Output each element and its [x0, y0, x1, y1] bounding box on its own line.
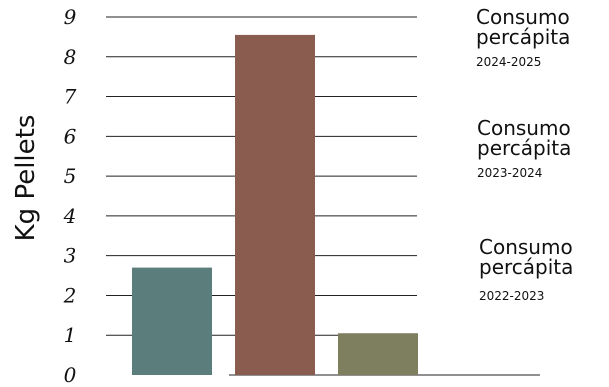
y-axis-label: Kg Pellets [11, 115, 41, 242]
legend-title-line1: Consumo [479, 235, 573, 259]
y-tick-label: 2 [63, 283, 77, 307]
legend-title-line2: percápita [477, 136, 571, 160]
y-tick-label: 0 [64, 363, 77, 387]
legend-period: 2023-2024 [477, 166, 542, 180]
y-tick-label: 6 [64, 124, 77, 148]
y-tick-label: 7 [64, 85, 77, 109]
legend-entry-2022-2023: Consumo percápita 2022-2023 [479, 235, 573, 303]
bar-2023-2024 [235, 34, 315, 376]
y-tick-label: 4 [63, 204, 77, 228]
bars [132, 34, 418, 376]
legend-period: 2022-2023 [479, 289, 544, 303]
legend-entry-2024-2025: Consumo percápita 2024-2025 [476, 5, 570, 69]
legend-title-line2: percápita [476, 25, 570, 49]
y-tick-label: 8 [64, 45, 77, 69]
y-tick-label: 3 [64, 244, 77, 268]
bar-2022-2023 [132, 267, 212, 375]
legend-period: 2024-2025 [476, 55, 541, 69]
bar-2024-2025 [338, 333, 418, 375]
y-tick-label: 9 [64, 5, 77, 29]
legend-title-line1: Consumo [477, 116, 571, 140]
y-tick-label: 5 [64, 164, 77, 188]
legend-title-line1: Consumo [476, 5, 570, 29]
legend-title-line2: percápita [479, 255, 573, 279]
y-axis-ticks: 0 1 2 3 4 5 6 7 8 9 [63, 5, 77, 387]
y-tick-label: 1 [64, 323, 77, 347]
legend-entry-2023-2024: Consumo percápita 2023-2024 [477, 116, 571, 180]
